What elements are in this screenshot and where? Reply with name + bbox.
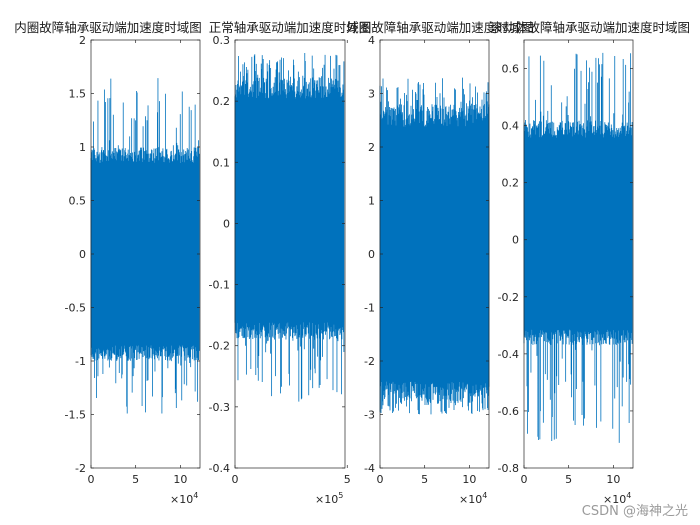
y-tick-label: 1 bbox=[79, 141, 86, 154]
y-tick-label: 2 bbox=[368, 141, 375, 154]
y-tick-label: 3 bbox=[368, 88, 375, 101]
y-tick-label: -4 bbox=[364, 462, 375, 475]
y-tick-label: 1.5 bbox=[69, 88, 87, 101]
y-tick-label: 2 bbox=[79, 34, 86, 47]
y-tick-label: -0.2 bbox=[498, 291, 519, 304]
subplot-title: 滚动体故障轴承驱动端加速度时域图 bbox=[490, 20, 690, 35]
x-tick-label: 10 bbox=[606, 473, 620, 486]
subplot-title: 外圈故障轴承驱动端加速度时域图 bbox=[346, 20, 534, 35]
y-tick-label: 0.3 bbox=[213, 34, 231, 47]
subplot-title: 正常轴承驱动端加速度时域图 bbox=[209, 20, 372, 35]
y-tick-label: -0.2 bbox=[209, 340, 230, 353]
y-tick-label: 1 bbox=[368, 195, 375, 208]
y-tick-label: -0.4 bbox=[498, 348, 519, 361]
watermark: CSDN @海神之光 bbox=[581, 504, 688, 519]
x-tick-label: 5 bbox=[132, 473, 139, 486]
signal-trace bbox=[234, 53, 345, 402]
y-tick-label: -0.4 bbox=[209, 462, 230, 475]
y-tick-label: 0 bbox=[223, 217, 230, 230]
y-tick-label: 0.5 bbox=[69, 195, 87, 208]
x-exponent-label: ×104 bbox=[459, 491, 487, 506]
y-tick-label: -3 bbox=[364, 409, 375, 422]
y-tick-label: -0.3 bbox=[209, 401, 230, 414]
y-tick-label: 0.2 bbox=[213, 95, 231, 108]
y-tick-label: -0.1 bbox=[209, 279, 230, 292]
x-exponent-label: ×104 bbox=[603, 491, 631, 506]
y-tick-label: -0.5 bbox=[65, 302, 86, 315]
subplot-4: -0.8 -0.6 -0.4 -0.2 0 0.2 0.4 0.6 0 5 10 ×104 滚动体故障轴… bbox=[490, 20, 690, 506]
y-tick-label: -0.8 bbox=[498, 462, 519, 475]
x-tick-label: 10 bbox=[462, 473, 476, 486]
signal-trace bbox=[90, 78, 200, 414]
subplot-1: -2 -1.5 -1 -0.5 0 0.5 1 1.5 2 0 5 10 ×104 内圈故障轴承驱动端加速… bbox=[14, 20, 202, 506]
axes-box bbox=[234, 39, 346, 469]
subplot-title: 内圈故障轴承驱动端加速度时域图 bbox=[14, 20, 202, 35]
subplot-2: -0.4 -0.3 -0.2 -0.1 0 0.1 0.2 0.3 0 5×105 正常轴承驱动端加… bbox=[209, 20, 372, 506]
y-tick-label: 0 bbox=[368, 248, 375, 261]
y-tick-label: 0.6 bbox=[502, 63, 520, 76]
y-tick-label: -2 bbox=[75, 462, 86, 475]
x-tick-label: 0 bbox=[521, 473, 528, 486]
signal-trace bbox=[379, 77, 490, 415]
y-tick-label: 0.4 bbox=[502, 120, 520, 133]
y-tick-label: -1 bbox=[364, 302, 375, 315]
subplot-3: -4 -3 -2 -1 0 1 2 3 4 0 5 10 ×104 外圈故障轴承驱动端加速度时域图 bbox=[346, 20, 534, 506]
x-tick-label: 0 bbox=[88, 473, 95, 486]
x-tick-label: 5 bbox=[344, 473, 351, 486]
y-tick-label: 0 bbox=[512, 234, 519, 247]
y-tick-label: 4 bbox=[368, 34, 375, 47]
y-tick-label: -2 bbox=[364, 355, 375, 368]
y-tick-label: 0 bbox=[79, 248, 86, 261]
y-tick-label: -1.5 bbox=[65, 409, 86, 422]
signal-trace bbox=[523, 52, 633, 443]
x-exponent-label: ×105 bbox=[315, 491, 343, 506]
x-tick-label: 0 bbox=[377, 473, 384, 486]
x-exponent-label: ×104 bbox=[170, 491, 198, 506]
y-tick-label: 0.1 bbox=[213, 156, 231, 169]
x-tick-label: 5 bbox=[565, 473, 572, 486]
x-tick-label: 0 bbox=[232, 473, 239, 486]
x-tick-label: 10 bbox=[173, 473, 187, 486]
y-tick-label: -1 bbox=[75, 355, 86, 368]
axes-box bbox=[523, 39, 634, 469]
y-tick-label: 0.2 bbox=[502, 177, 520, 190]
y-tick-label: -0.6 bbox=[498, 405, 519, 418]
x-tick-label: 5 bbox=[421, 473, 428, 486]
